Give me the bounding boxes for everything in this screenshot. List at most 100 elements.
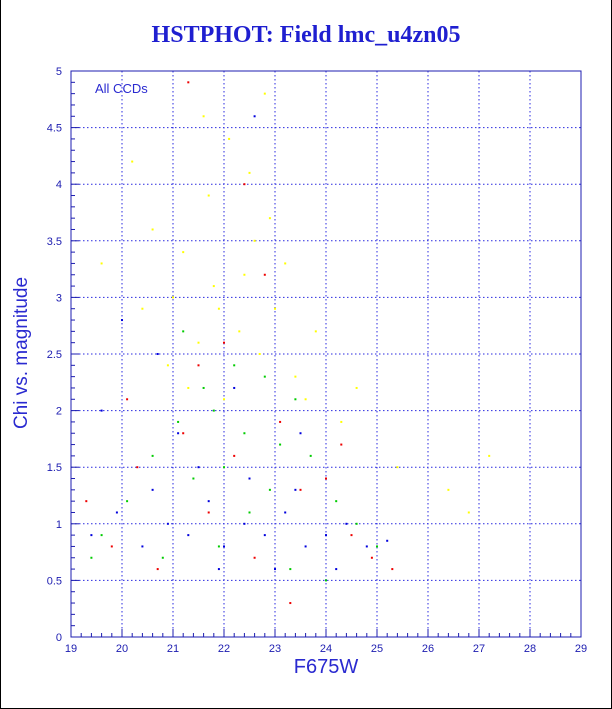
data-point [243, 432, 246, 435]
data-point [100, 262, 103, 265]
y-tick-label: 4 [56, 179, 62, 191]
data-point [223, 398, 225, 401]
data-point [274, 307, 276, 310]
data-point [268, 217, 271, 220]
data-point [151, 228, 154, 231]
y-tick-label: 2.5 [47, 349, 62, 361]
data-point [197, 466, 200, 469]
chart-title: HSTPHOT: Field lmc_u4zn05 [151, 22, 461, 48]
data-point [243, 522, 246, 525]
data-point [253, 556, 256, 559]
data-point [299, 432, 302, 435]
x-tick-label: 26 [422, 643, 434, 655]
data-point [217, 568, 220, 571]
data-point [187, 386, 190, 389]
data-point [467, 511, 470, 514]
x-tick-label: 24 [320, 643, 332, 655]
data-point [172, 296, 174, 299]
data-point [121, 319, 123, 322]
data-point [202, 115, 205, 118]
data-point [309, 454, 312, 457]
data-point [284, 262, 287, 265]
data-point [197, 364, 200, 367]
y-tick-label: 4.5 [47, 123, 62, 135]
data-point [279, 420, 282, 423]
y-tick-label: 5 [56, 66, 62, 78]
data-point [110, 545, 113, 548]
data-point [294, 488, 297, 491]
data-point [253, 115, 256, 118]
data-point [325, 579, 327, 582]
tick-labels: 19 20 21 22 23 24 25 26 27 28 29 0 0.5 1 1.5 2 2.5 3 3.5 4 4… [47, 66, 587, 655]
y-tick-label: 1 [56, 519, 62, 531]
data-point [100, 409, 103, 412]
data-point [177, 432, 180, 435]
x-axis-label: F675W [293, 656, 359, 678]
data-point [202, 386, 205, 389]
data-point [187, 81, 190, 84]
data-point [182, 432, 185, 435]
data-point [90, 556, 93, 559]
data-point [335, 500, 338, 503]
data-point [156, 353, 159, 355]
data-point [243, 183, 246, 186]
grid-lines [71, 71, 581, 637]
annotation-label: All CCDs [95, 81, 148, 96]
y-tick-label: 1.5 [47, 462, 62, 474]
data-point [207, 194, 210, 197]
data-point [294, 398, 297, 401]
data-point [335, 568, 338, 571]
data-point [447, 488, 450, 491]
x-tick-label: 29 [575, 643, 587, 655]
data-point [223, 545, 225, 548]
data-point [340, 420, 343, 423]
data-point [212, 409, 215, 412]
data-point [345, 522, 348, 525]
data-point [386, 539, 389, 542]
data-point [243, 273, 246, 276]
data-point [141, 545, 144, 548]
data-point [253, 239, 256, 242]
data-point [182, 330, 185, 333]
x-tick-label: 21 [167, 643, 179, 655]
data-point [396, 466, 399, 469]
data-point [233, 454, 236, 457]
x-tick-label: 27 [473, 643, 485, 655]
data-point [85, 500, 88, 503]
x-tick-label: 22 [218, 643, 230, 655]
data-point [268, 488, 271, 491]
data-point [166, 522, 169, 525]
data-point [263, 375, 266, 378]
data-point [355, 386, 358, 389]
data-point [289, 568, 292, 571]
data-point [223, 466, 225, 469]
data-point [177, 420, 180, 423]
x-tick-label: 23 [269, 643, 281, 655]
data-point [304, 398, 307, 401]
data-point [141, 307, 144, 310]
data-point [325, 534, 327, 537]
x-tick-label: 20 [116, 643, 128, 655]
data-point [151, 488, 154, 491]
data-point [192, 477, 195, 480]
y-tick-label: 0.5 [47, 575, 62, 587]
data-point [131, 160, 134, 163]
data-point [115, 511, 118, 514]
data-point [100, 534, 103, 537]
data-point [223, 341, 225, 344]
data-points [85, 81, 491, 605]
data-point [233, 364, 236, 367]
data-point [212, 285, 215, 288]
data-point [376, 545, 378, 548]
data-point [294, 375, 297, 378]
data-point [263, 92, 266, 95]
data-point [207, 500, 210, 503]
axes [70, 70, 582, 638]
data-point [187, 534, 190, 537]
data-point [488, 454, 491, 457]
data-point [340, 443, 343, 446]
data-point [289, 602, 292, 605]
data-point [151, 454, 154, 457]
x-tick-label: 25 [371, 643, 383, 655]
